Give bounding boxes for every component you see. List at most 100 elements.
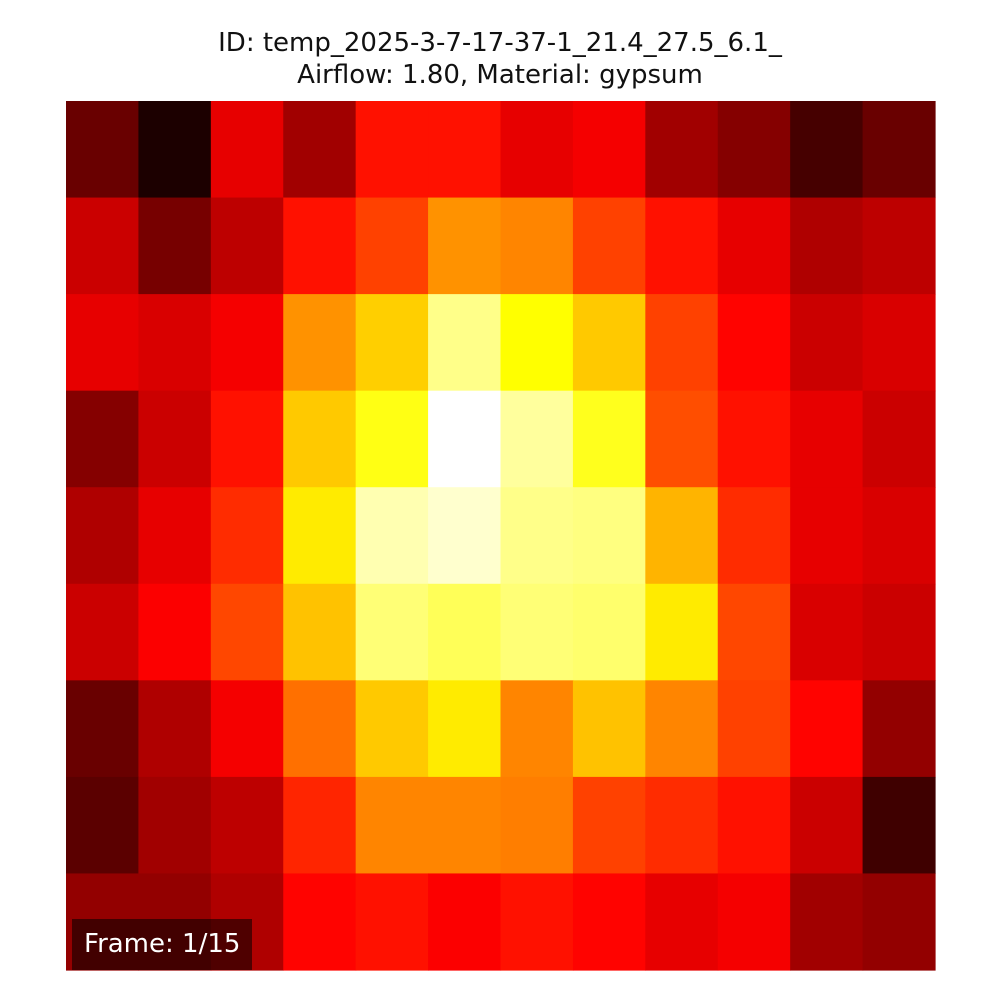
heatmap-cell-r0-c5 [428, 101, 502, 199]
heatmap-cell-r4-c9 [717, 487, 791, 585]
heatmap-cell-r5-c11 [862, 583, 936, 681]
heatmap-cell-r7-c2 [210, 776, 284, 875]
heatmap-cell-r5-c3 [283, 583, 357, 681]
heatmap-cell-r0-c1 [138, 101, 212, 199]
heatmap-cell-r8-c10 [790, 873, 864, 971]
heatmap-cell-r0-c8 [645, 101, 719, 199]
heatmap-cell-r8-c11 [862, 873, 936, 971]
heatmap-cell-r0-c7 [572, 101, 646, 199]
heatmap-cell-r1-c2 [210, 197, 284, 295]
heatmap-cell-r4-c2 [210, 487, 284, 585]
heatmap-cell-r7-c11 [862, 776, 936, 875]
heatmap-cell-r6-c3 [283, 680, 357, 778]
heatmap-cell-r2-c2 [210, 294, 284, 392]
heatmap-cell-r0-c3 [283, 101, 357, 199]
heatmap-cell-r4-c6 [500, 487, 574, 585]
heatmap-cell-r2-c4 [355, 294, 429, 392]
heatmap-cell-r0-c10 [790, 101, 864, 199]
heatmap-cell-r3-c5 [428, 390, 502, 488]
heatmap-cell-r3-c2 [210, 390, 284, 488]
heatmap-cell-r2-c9 [717, 294, 791, 392]
heatmap-cell-r8-c3 [283, 873, 357, 971]
heatmap-cell-r5-c5 [428, 583, 502, 681]
heatmap-cell-r3-c7 [572, 390, 646, 488]
heatmap-cell-r6-c1 [138, 680, 212, 778]
heatmap-cell-r1-c8 [645, 197, 719, 295]
heatmap-cell-r1-c10 [790, 197, 864, 295]
heatmap-cell-r5-c10 [790, 583, 864, 681]
heatmap-cell-r5-c8 [645, 583, 719, 681]
heatmap-cell-r6-c4 [355, 680, 429, 778]
heatmap-cell-r4-c7 [572, 487, 646, 585]
heatmap-cell-r4-c4 [355, 487, 429, 585]
frame-counter-label: Frame: 1/15 [72, 919, 253, 970]
heatmap-cell-r3-c4 [355, 390, 429, 488]
heatmap-cell-r1-c6 [500, 197, 574, 295]
heatmap-cell-r4-c5 [428, 487, 502, 585]
heatmap-cell-r7-c6 [500, 776, 574, 875]
heatmap-cell-r7-c1 [138, 776, 212, 875]
heatmap-cell-r7-c5 [428, 776, 502, 875]
heatmap-cell-r7-c8 [645, 776, 719, 875]
heatmap-cell-r7-c3 [283, 776, 357, 875]
heatmap-cell-r5-c4 [355, 583, 429, 681]
heatmap-cell-r0-c2 [210, 101, 284, 199]
heatmap-cell-r6-c0 [66, 680, 140, 778]
heatmap-cell-r6-c10 [790, 680, 864, 778]
heatmap-cell-r3-c3 [283, 390, 357, 488]
heatmap-cell-r4-c10 [790, 487, 864, 585]
heatmap-cell-r2-c6 [500, 294, 574, 392]
heatmap-cell-r6-c9 [717, 680, 791, 778]
heatmap-cell-r5-c1 [138, 583, 212, 681]
heatmap-cell-r2-c1 [138, 294, 212, 392]
heatmap-cell-r0-c6 [500, 101, 574, 199]
heatmap-cell-r8-c6 [500, 873, 574, 971]
heatmap-cell-r0-c9 [717, 101, 791, 199]
heatmap-cell-r1-c3 [283, 197, 357, 295]
heatmap-cell-r6-c5 [428, 680, 502, 778]
heatmap-cell-r2-c0 [66, 294, 140, 392]
heatmap-cell-r6-c8 [645, 680, 719, 778]
heatmap-cell-r1-c11 [862, 197, 936, 295]
heatmap-cell-r6-c2 [210, 680, 284, 778]
heatmap-cell-r8-c4 [355, 873, 429, 971]
heatmap-cell-r5-c7 [572, 583, 646, 681]
heatmap-cell-r0-c0 [66, 101, 140, 199]
heatmap-cell-r5-c0 [66, 583, 140, 681]
heatmap-cell-r3-c10 [790, 390, 864, 488]
heatmap-cell-r4-c3 [283, 487, 357, 585]
heatmap-cell-r7-c4 [355, 776, 429, 875]
heatmap-cell-r4-c11 [862, 487, 936, 585]
heatmap-cell-r4-c1 [138, 487, 212, 585]
heatmap-cell-r4-c0 [66, 487, 140, 585]
heatmap-cell-r4-c8 [645, 487, 719, 585]
heatmap-cell-r5-c6 [500, 583, 574, 681]
chart-title: ID: temp_2025-3-7-17-37-1_21.4_27.5_6.1_ [218, 28, 782, 58]
heatmap-cell-r3-c1 [138, 390, 212, 488]
heatmap-cell-r5-c2 [210, 583, 284, 681]
heatmap-cell-r3-c9 [717, 390, 791, 488]
heatmap-cell-r3-c8 [645, 390, 719, 488]
heatmap-cell-r1-c4 [355, 197, 429, 295]
heatmap-cell-r7-c10 [790, 776, 864, 875]
heatmap-cell-r1-c5 [428, 197, 502, 295]
heatmap-cell-r1-c7 [572, 197, 646, 295]
heatmap-cell-r0-c4 [355, 101, 429, 199]
heatmap-cell-r3-c0 [66, 390, 140, 488]
heatmap-cell-r2-c8 [645, 294, 719, 392]
heatmap-cell-r8-c7 [572, 873, 646, 971]
heatmap-cell-r8-c5 [428, 873, 502, 971]
heatmap-cell-r5-c9 [717, 583, 791, 681]
heatmap-cell-r1-c9 [717, 197, 791, 295]
heatmap-cell-r7-c7 [572, 776, 646, 875]
heatmap-cell-r7-c0 [66, 776, 140, 875]
heatmap-cell-r7-c9 [717, 776, 791, 875]
heatmap-cell-r2-c3 [283, 294, 357, 392]
heatmap-cell-r1-c0 [66, 197, 140, 295]
heatmap-cell-r1-c1 [138, 197, 212, 295]
heatmap-cell-r2-c7 [572, 294, 646, 392]
heatmap-cell-r8-c9 [717, 873, 791, 971]
heatmap-cell-r6-c7 [572, 680, 646, 778]
heatmap-cell-r3-c6 [500, 390, 574, 488]
